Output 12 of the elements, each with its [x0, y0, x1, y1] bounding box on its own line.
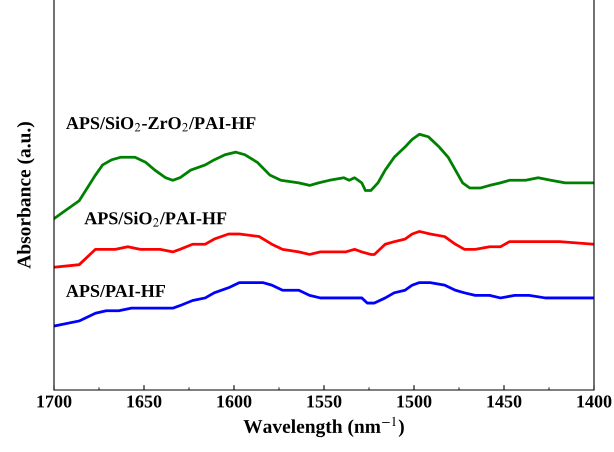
- x-tick-label: 1550: [307, 395, 342, 408]
- x-tick-label: 1500: [397, 395, 432, 408]
- series-label: APS/PAI-HF: [66, 284, 165, 298]
- x-tick-label: 1700: [37, 395, 72, 408]
- x-tick-label: 1650: [127, 395, 162, 408]
- x-tick-label: 1400: [577, 395, 612, 408]
- series-label: APS/SiO$_{2}$-ZrO$_{2}$/PAI-HF: [66, 116, 256, 132]
- x-tick-label: 1600: [217, 395, 252, 408]
- x-tick-label: 1450: [487, 395, 522, 408]
- x-axis-title: Wavelength (nm$^{−1}$): [243, 416, 404, 438]
- y-axis-title: Absorbance (a.u.): [16, 122, 35, 269]
- series-label: APS/SiO$_{2}$/PAI-HF: [84, 212, 226, 227]
